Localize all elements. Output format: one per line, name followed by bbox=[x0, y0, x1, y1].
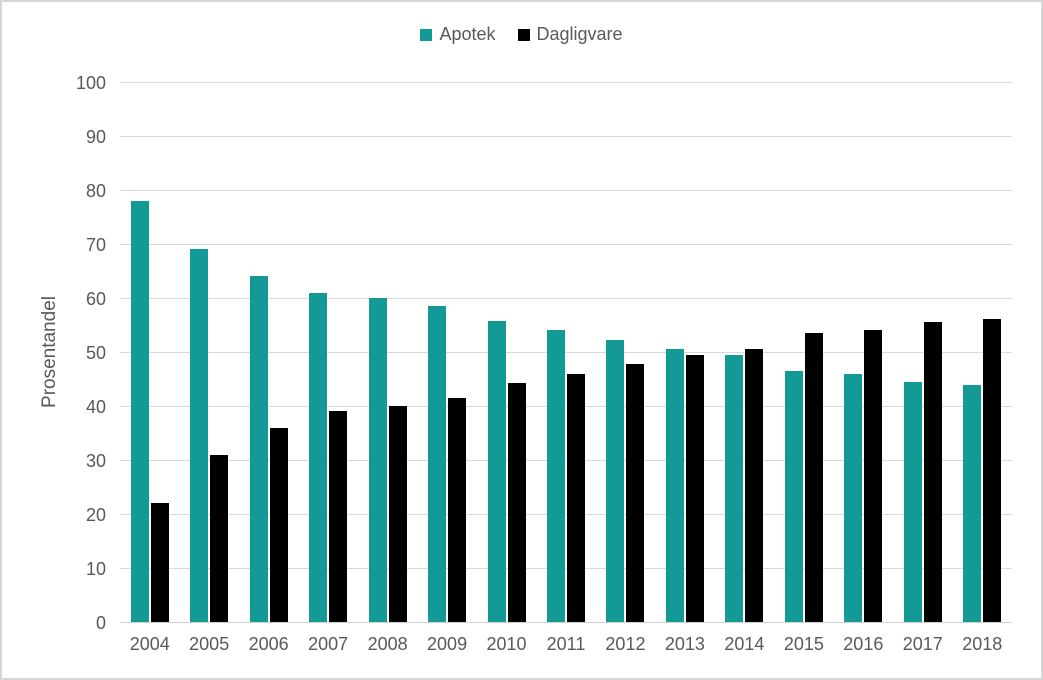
y-tick-label-80: 80 bbox=[85, 181, 106, 201]
x-tick-label-2018: 2018 bbox=[962, 634, 1003, 654]
y-tick-label-50: 50 bbox=[85, 343, 106, 363]
y-tick-label-100: 100 bbox=[75, 73, 106, 93]
y-tick-label-0: 0 bbox=[95, 613, 106, 633]
x-tick-label-2012: 2012 bbox=[605, 634, 646, 654]
bar-dagligvare-2005 bbox=[210, 454, 229, 622]
gridline-50 bbox=[120, 351, 1012, 353]
bar-dagligvare-2013 bbox=[685, 354, 704, 622]
x-tick-label-2014: 2014 bbox=[724, 634, 765, 654]
y-tick-label-20: 20 bbox=[85, 505, 106, 525]
legend-label-apotek: Apotek bbox=[439, 24, 496, 44]
legend-item-dagligvare: Dagligvare bbox=[517, 24, 623, 45]
gridline-80 bbox=[120, 189, 1012, 191]
gridline-20 bbox=[120, 513, 1012, 515]
bar-apotek-2011 bbox=[547, 330, 565, 622]
legend-item-apotek: Apotek bbox=[420, 24, 496, 45]
y-tick-label-70: 70 bbox=[85, 235, 106, 255]
x-tick-label-2015: 2015 bbox=[783, 634, 824, 654]
bar-dagligvare-2008 bbox=[388, 406, 407, 622]
x-tick-label-2008: 2008 bbox=[367, 634, 408, 654]
y-tick-label-40: 40 bbox=[85, 397, 106, 417]
bar-apotek-2006 bbox=[249, 276, 268, 622]
bar-dagligvare-2006 bbox=[269, 427, 288, 622]
bar-apotek-2009 bbox=[428, 306, 447, 622]
x-tick-label-2017: 2017 bbox=[902, 634, 943, 654]
bar-dagligvare-2014 bbox=[745, 348, 764, 622]
x-tick-label-2010: 2010 bbox=[486, 634, 527, 654]
bar-dagligvare-2012 bbox=[626, 364, 645, 622]
bar-dagligvare-2011 bbox=[567, 373, 585, 622]
y-tick-label-10: 10 bbox=[85, 559, 106, 579]
x-tick-label-2013: 2013 bbox=[664, 634, 705, 654]
legend-label-dagligvare: Dagligvare bbox=[536, 24, 623, 44]
gridline-40 bbox=[120, 405, 1012, 407]
bar-apotek-2004 bbox=[130, 200, 149, 622]
x-tick-label-2004: 2004 bbox=[129, 634, 170, 654]
plot-area bbox=[120, 81, 1012, 623]
y-tick-label-90: 90 bbox=[85, 127, 106, 147]
gridline-60 bbox=[120, 297, 1012, 299]
y-axis-title: Prosentandel bbox=[39, 296, 60, 408]
legend-swatch-apotek-icon bbox=[420, 28, 433, 41]
legend: Apotek Dagligvare bbox=[2, 24, 1041, 45]
y-tick-label-30: 30 bbox=[85, 451, 106, 471]
gridline-90 bbox=[120, 135, 1012, 137]
bar-dagligvare-2009 bbox=[448, 397, 467, 622]
bar-apotek-2005 bbox=[190, 249, 209, 622]
bar-dagligvare-2015 bbox=[804, 333, 823, 622]
bar-dagligvare-2018 bbox=[983, 318, 1002, 622]
bar-dagligvare-2016 bbox=[864, 330, 883, 622]
bar-apotek-2018 bbox=[963, 385, 982, 622]
bar-apotek-2007 bbox=[309, 292, 328, 622]
bar-apotek-2008 bbox=[368, 298, 387, 622]
bar-apotek-2014 bbox=[725, 355, 744, 622]
x-tick-label-2007: 2007 bbox=[308, 634, 349, 654]
x-tick-label-2006: 2006 bbox=[248, 634, 289, 654]
gridline-30 bbox=[120, 459, 1012, 461]
bar-dagligvare-2007 bbox=[329, 411, 348, 622]
bar-apotek-2013 bbox=[665, 349, 684, 622]
legend-swatch-dagligvare-icon bbox=[517, 28, 530, 41]
bar-apotek-2012 bbox=[606, 339, 625, 622]
gridline-10 bbox=[120, 567, 1012, 569]
x-tick-label-2009: 2009 bbox=[427, 634, 468, 654]
bar-apotek-2010 bbox=[487, 320, 506, 622]
bar-apotek-2016 bbox=[844, 373, 863, 622]
x-tick-label-2011: 2011 bbox=[546, 634, 586, 654]
gridline-0 bbox=[120, 621, 1012, 623]
bar-dagligvare-2010 bbox=[507, 383, 526, 622]
gridline-100 bbox=[120, 81, 1012, 83]
bar-apotek-2017 bbox=[903, 382, 922, 622]
bar-dagligvare-2004 bbox=[150, 503, 169, 622]
bar-dagligvare-2017 bbox=[923, 321, 942, 622]
bar-apotek-2015 bbox=[784, 370, 803, 622]
x-tick-label-2005: 2005 bbox=[189, 634, 230, 654]
x-tick-label-2016: 2016 bbox=[843, 634, 884, 654]
gridline-70 bbox=[120, 243, 1012, 245]
y-tick-label-60: 60 bbox=[85, 289, 106, 309]
